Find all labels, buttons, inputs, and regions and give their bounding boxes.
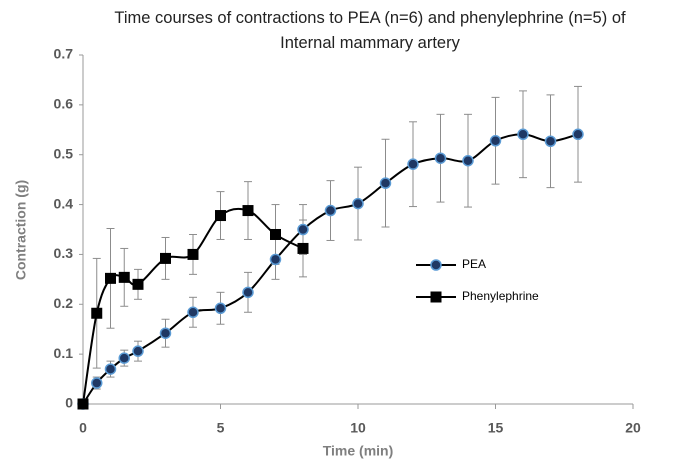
data-point (77, 398, 89, 410)
y-tick-label: 0.4 (54, 195, 74, 211)
data-point (517, 128, 529, 141)
legend-marker (430, 291, 442, 303)
data-point (407, 158, 419, 170)
data-point (489, 135, 502, 147)
data-point (105, 272, 116, 284)
series-line (82, 133, 579, 405)
data-point (572, 128, 584, 141)
data-point (187, 306, 199, 319)
legend-label: Phenylephrine (462, 289, 539, 303)
x-tick-label: 15 (488, 420, 504, 436)
x-tick-label: 0 (79, 420, 87, 436)
data-point (118, 352, 130, 364)
y-tick-label: 0 (65, 395, 73, 411)
data-point (544, 135, 557, 148)
data-point (297, 223, 309, 236)
data-point (215, 210, 226, 222)
data-point (270, 228, 281, 240)
data-point (104, 363, 117, 375)
data-point (297, 242, 309, 254)
data-point (242, 205, 254, 217)
data-point (160, 252, 171, 264)
legend-marker (430, 259, 442, 271)
y-tick-label: 0.6 (54, 96, 74, 112)
data-point (187, 248, 199, 260)
chart-title: Time courses of contractions to PEA (n=6… (114, 9, 626, 52)
y-tick-label: 0.2 (54, 295, 74, 311)
y-tick-label: 0.3 (54, 245, 74, 261)
data-point (91, 377, 103, 389)
y-tick-label: 0.1 (54, 345, 74, 361)
y-tick-label: 0.7 (54, 46, 74, 62)
x-tick-label: 10 (350, 420, 366, 436)
data-point (352, 197, 364, 210)
data-point (132, 278, 144, 290)
x-axis-label: Time (min) (323, 443, 394, 459)
data-point (118, 271, 130, 283)
legend-label: PEA (462, 257, 486, 271)
data-point (269, 253, 282, 266)
data-point (242, 286, 254, 299)
data-point (132, 345, 144, 357)
data-point (214, 302, 227, 315)
x-tick-label: 5 (217, 420, 225, 436)
y-axis-label: Contraction (g) (13, 180, 29, 280)
data-point (324, 204, 337, 217)
y-tick-label: 0.5 (54, 145, 74, 161)
data-point (91, 307, 103, 319)
data-point (462, 154, 474, 167)
data-point (159, 327, 172, 339)
data-point (434, 152, 447, 164)
data-point (379, 177, 392, 189)
x-tick-label: 20 (625, 420, 641, 436)
